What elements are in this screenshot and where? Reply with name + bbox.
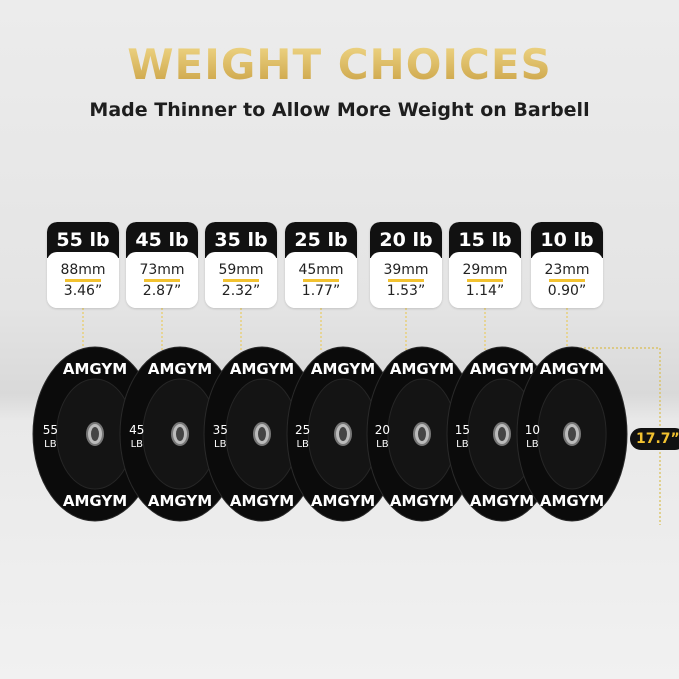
- plate-unit: LB: [296, 439, 309, 450]
- brand-text-top: AMGYM: [230, 360, 294, 378]
- plate-weight-number: 35: [213, 423, 228, 437]
- subtitle: Made Thinner to Allow More Weight on Bar…: [89, 99, 590, 121]
- plate-unit: LB: [456, 439, 469, 450]
- diameter-badge: 17.7”: [630, 428, 679, 450]
- plate-hole-inner: [568, 427, 576, 441]
- thickness-mm: 39mm: [383, 262, 429, 278]
- plate-weight-number: 25: [295, 423, 310, 437]
- plate-hole-inner: [498, 427, 506, 441]
- plate-weight-number: 15: [455, 423, 470, 437]
- brand-text-bottom: AMGYM: [230, 492, 294, 510]
- plate-unit: LB: [376, 439, 389, 450]
- brand-text-top: AMGYM: [540, 360, 604, 378]
- brand-text-top: AMGYM: [311, 360, 375, 378]
- plate-unit: LB: [214, 439, 227, 450]
- divider: [223, 279, 259, 282]
- brand-text-bottom: AMGYM: [390, 492, 454, 510]
- weight-plate: AMGYM AMGYM 55 LB: [32, 346, 158, 522]
- thickness-inch: 1.14”: [465, 283, 505, 299]
- thickness-panel: 73mm 2.87”: [126, 252, 198, 308]
- weight-plate: AMGYM AMGYM 20 LB: [366, 346, 478, 522]
- thickness-panel: 23mm 0.90”: [531, 252, 603, 308]
- plate-hole-inner: [339, 427, 347, 441]
- plate-label-20: 20 lb 39mm 1.53”: [370, 222, 442, 308]
- thickness-inch: 2.32”: [221, 283, 261, 299]
- thickness-panel: 29mm 1.14”: [449, 252, 521, 308]
- divider: [144, 279, 180, 282]
- thickness-mm: 45mm: [298, 262, 344, 278]
- thickness-mm: 73mm: [139, 262, 185, 278]
- thickness-panel: 59mm 2.32”: [205, 252, 277, 308]
- plate-unit: LB: [131, 439, 144, 450]
- plate-label-15: 15 lb 29mm 1.14”: [449, 222, 521, 308]
- diameter-guide: [572, 347, 661, 525]
- brand-text-top: AMGYM: [63, 360, 127, 378]
- plate-weight-number: 10: [525, 423, 540, 437]
- brand-text-bottom: AMGYM: [540, 492, 604, 510]
- plate-label-10: 10 lb 23mm 0.90”: [531, 222, 603, 308]
- plate-hole-inner: [258, 427, 266, 441]
- thickness-inch: 1.53”: [386, 283, 426, 299]
- weight-plate: AMGYM AMGYM 35 LB: [203, 346, 321, 522]
- plate-unit: LB: [44, 439, 57, 450]
- weight-label: 35 lb: [205, 222, 277, 258]
- weight-plate: AMGYM AMGYM 25 LB: [286, 346, 400, 522]
- plate-label-25: 25 lb 45mm 1.77”: [285, 222, 357, 308]
- thickness-mm: 88mm: [60, 262, 106, 278]
- brand-text-top: AMGYM: [390, 360, 454, 378]
- thickness-mm: 23mm: [544, 262, 590, 278]
- weight-plate: AMGYM AMGYM 45 LB: [119, 346, 241, 522]
- thickness-panel: 45mm 1.77”: [285, 252, 357, 308]
- plate-hole-inner: [176, 427, 184, 441]
- plate-label-35: 35 lb 59mm 2.32”: [205, 222, 277, 308]
- divider: [388, 279, 424, 282]
- thickness-mm: 29mm: [462, 262, 508, 278]
- weight-plate: AMGYM AMGYM 10 LB: [516, 346, 628, 522]
- plate-hole-inner: [418, 427, 426, 441]
- brand-text-top: AMGYM: [470, 360, 534, 378]
- plate-label-45: 45 lb 73mm 2.87”: [126, 222, 198, 308]
- brand-text-bottom: AMGYM: [63, 492, 127, 510]
- thickness-panel: 88mm 3.46”: [47, 252, 119, 308]
- thickness-inch: 3.46”: [63, 283, 103, 299]
- divider: [549, 279, 585, 282]
- plate-unit: LB: [526, 439, 539, 450]
- plate-weight-number: 55: [43, 423, 58, 437]
- brand-text-bottom: AMGYM: [470, 492, 534, 510]
- divider: [65, 279, 101, 282]
- divider: [467, 279, 503, 282]
- thickness-inch: 0.90”: [547, 283, 587, 299]
- plate-hole-inner: [91, 427, 99, 441]
- brand-text-top: AMGYM: [148, 360, 212, 378]
- brand-text-bottom: AMGYM: [311, 492, 375, 510]
- brand-text-bottom: AMGYM: [148, 492, 212, 510]
- thickness-panel: 39mm 1.53”: [370, 252, 442, 308]
- thickness-inch: 1.77”: [301, 283, 341, 299]
- page-title: WEIGHT CHOICES: [0, 40, 679, 89]
- divider: [303, 279, 339, 282]
- plate-weight-number: 20: [375, 423, 390, 437]
- plate-weight-number: 45: [129, 423, 144, 437]
- thickness-mm: 59mm: [218, 262, 264, 278]
- thickness-inch: 2.87”: [142, 283, 182, 299]
- plate-label-55: 55 lb 88mm 3.46”: [47, 222, 119, 308]
